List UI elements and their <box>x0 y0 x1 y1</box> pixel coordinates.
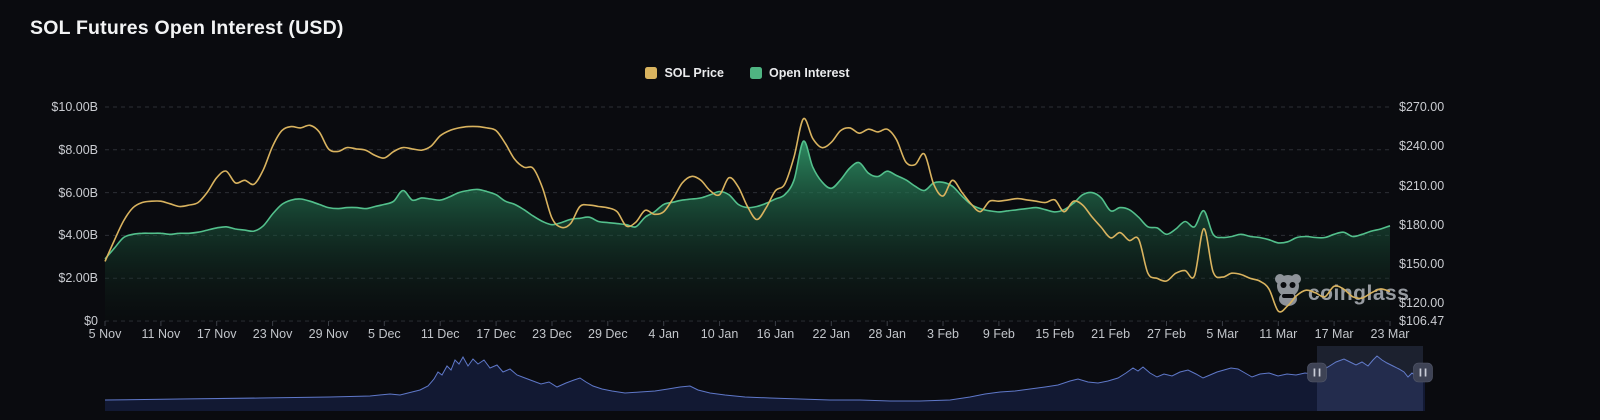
y-axis-right-label: $106.47 <box>1399 314 1445 328</box>
x-axis-label: 9 Feb <box>982 327 1015 341</box>
coinglass-panda-icon <box>1275 274 1301 306</box>
sol-price-line <box>104 117 1391 313</box>
x-axis-label: 16 Jan <box>756 327 795 341</box>
handle-grip-icon <box>1313 368 1316 377</box>
sol-price-swatch-icon <box>645 67 658 79</box>
x-axis-label: 4 Jan <box>648 327 679 341</box>
y-axis-left-label: $0 <box>84 314 98 328</box>
y-axis-right-label: $150.00 <box>1399 257 1445 272</box>
navigator-area <box>105 356 1425 411</box>
x-axis-label: 5 Nov <box>88 327 122 341</box>
x-axis-label: 23 Mar <box>1370 327 1410 341</box>
legend-label-sol-price: SOL Price <box>664 66 724 80</box>
plot-area[interactable] <box>105 107 1390 321</box>
y-axis-right-label: $180.00 <box>1399 217 1445 232</box>
legend-label-open-interest: Open Interest <box>768 66 850 80</box>
x-axis-label: 23 Nov <box>252 327 293 341</box>
y-axis-right-label: $120.00 <box>1399 296 1445 311</box>
chart-title: SOL Futures Open Interest (USD) <box>30 17 344 39</box>
y-axis-right-label: $270.00 <box>1399 100 1445 114</box>
open-interest-swatch-icon <box>749 67 762 79</box>
navigator-handle-left[interactable] <box>1307 362 1327 383</box>
x-axis-label: 28 Jan <box>868 327 906 341</box>
legend: SOL Price Open Interest <box>105 66 1390 80</box>
x-axis-ticks <box>104 321 1391 326</box>
x-axis-label: 15 Feb <box>1035 327 1075 341</box>
x-axis-label: 17 Nov <box>196 327 237 341</box>
y-axis-left-label: $10.00B <box>51 100 98 114</box>
y-axis-left-label: $8.00B <box>58 142 98 157</box>
x-axis-label: 11 Nov <box>141 327 181 341</box>
x-axis-label: 23 Dec <box>532 327 572 341</box>
x-axis-label: 10 Jan <box>700 327 739 341</box>
y-axis-left-label: $2.00B <box>58 271 98 286</box>
x-axis-label: 17 Dec <box>476 327 516 341</box>
y-axis-left-label: $6.00B <box>58 185 98 200</box>
legend-item-open-interest[interactable]: Open Interest <box>749 66 850 80</box>
x-axis-label: 21 Feb <box>1091 327 1131 341</box>
y-axis-right-label: $210.00 <box>1399 178 1445 193</box>
legend-item-sol-price[interactable]: SOL Price <box>645 66 724 80</box>
handle-grip-icon <box>1419 368 1422 377</box>
x-axis-label: 5 Mar <box>1206 327 1239 341</box>
x-axis-label: 11 Dec <box>420 327 460 341</box>
x-axis-label: 29 Dec <box>588 327 628 341</box>
navigator-selection[interactable] <box>1317 346 1423 411</box>
x-axis-label: 3 Feb <box>927 327 960 341</box>
y-axis-left-label: $4.00B <box>58 228 98 243</box>
x-axis-label: 22 Jan <box>812 327 851 341</box>
x-axis-label: 5 Dec <box>368 327 401 341</box>
y-axis-right-label: $240.00 <box>1399 139 1445 154</box>
navigator-handle-right[interactable] <box>1413 362 1433 383</box>
x-axis-label: 17 Mar <box>1314 327 1354 341</box>
handle-grip-icon <box>1424 368 1427 377</box>
open-interest-area <box>105 141 1390 321</box>
x-axis-label: 11 Mar <box>1259 327 1298 341</box>
x-axis-label: 29 Nov <box>308 327 349 341</box>
handle-grip-icon <box>1318 368 1321 377</box>
x-axis-label: 27 Feb <box>1147 327 1186 341</box>
navigator[interactable] <box>104 346 1433 411</box>
